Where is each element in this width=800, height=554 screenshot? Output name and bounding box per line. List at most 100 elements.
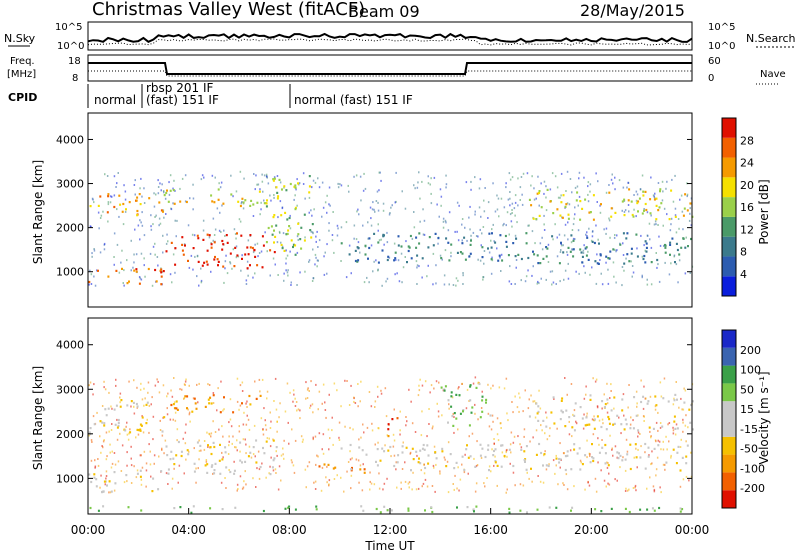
range-cell — [670, 189, 673, 192]
speckle-cell — [381, 284, 383, 287]
speckle-cell — [520, 279, 522, 282]
speckle-cell — [430, 192, 432, 195]
speckle-cell — [150, 403, 152, 406]
speckle-cell — [252, 276, 254, 279]
range-cell — [440, 386, 443, 389]
speckle-cell — [556, 427, 558, 430]
range-cell — [179, 200, 182, 203]
speckle-cell — [682, 408, 685, 411]
speckle-cell — [369, 471, 371, 474]
range-cell — [497, 259, 500, 262]
speckle-cell — [130, 269, 132, 272]
speckle-cell — [218, 229, 221, 232]
speckle-cell — [379, 171, 381, 174]
speckle-cell — [660, 491, 662, 494]
range-cell — [650, 261, 653, 264]
speckle-cell — [367, 221, 369, 224]
speckle-cell — [333, 251, 335, 254]
range-cell — [409, 234, 412, 238]
speckle-cell — [585, 393, 587, 396]
speckle-cell — [257, 183, 260, 186]
speckle-cell — [256, 183, 258, 186]
range-cell — [196, 441, 199, 444]
speckle-cell — [493, 442, 495, 445]
speckle-cell — [359, 251, 361, 254]
speckle-cell — [416, 264, 419, 267]
speckle-cell — [176, 219, 178, 222]
speckle-cell — [577, 229, 580, 232]
speckle-cell — [133, 405, 135, 408]
speckle-cell — [511, 202, 514, 205]
speckle-cell — [116, 438, 119, 441]
speckle-cell — [176, 439, 178, 442]
range-cell — [211, 464, 214, 467]
range-cell — [297, 182, 299, 185]
range-cell — [121, 210, 124, 213]
range-cell — [107, 407, 110, 410]
speckle-cell — [322, 433, 325, 436]
range-cell — [469, 399, 472, 402]
speckle-cell — [533, 187, 535, 190]
range-cell — [283, 185, 286, 188]
speckle-cell — [108, 430, 110, 433]
speckle-cell — [161, 448, 163, 451]
range-cell — [628, 188, 631, 191]
speckle-cell — [300, 435, 303, 438]
speckle-cell — [161, 270, 163, 273]
speckle-cell — [241, 254, 243, 257]
range-cell — [679, 507, 682, 510]
speckle-cell — [435, 380, 438, 383]
speckle-cell — [437, 415, 440, 418]
range-cell — [567, 246, 570, 249]
speckle-cell — [595, 224, 597, 227]
range-cell — [229, 252, 232, 255]
range-cell — [145, 422, 148, 425]
speckle-cell — [539, 242, 542, 245]
speckle-cell — [606, 382, 608, 385]
range-cell — [542, 257, 545, 260]
speckle-cell — [458, 386, 460, 389]
speckle-cell — [552, 281, 555, 284]
range-cell — [691, 428, 694, 431]
range-cell — [363, 468, 366, 471]
speckle-cell — [586, 231, 588, 234]
range-cell — [589, 394, 592, 397]
speckle-cell — [108, 491, 110, 494]
speckle-cell — [574, 213, 576, 216]
speckle-cell — [439, 472, 441, 475]
range-cell — [524, 460, 526, 463]
range-cell — [566, 450, 569, 453]
speckle-cell — [560, 243, 562, 245]
colorbar-tick-label: 8 — [740, 246, 747, 259]
speckle-cell — [373, 483, 376, 486]
speckle-cell — [140, 478, 143, 481]
speckle-cell — [315, 240, 317, 243]
range-cell — [487, 448, 490, 451]
speckle-cell — [140, 278, 143, 281]
speckle-cell — [454, 474, 456, 477]
speckle-cell — [161, 183, 163, 186]
speckle-cell — [104, 388, 107, 391]
speckle-cell — [173, 179, 175, 182]
range-cell — [598, 242, 600, 245]
range-cell — [643, 254, 646, 258]
speckle-cell — [138, 276, 141, 278]
range-cell — [421, 257, 424, 260]
speckle-cell — [93, 249, 96, 252]
speckle-cell — [568, 433, 571, 436]
colorbar-tick-label: 20 — [740, 179, 754, 192]
speckle-cell — [162, 209, 165, 212]
speckle-cell — [203, 440, 206, 442]
speckle-cell — [417, 487, 420, 490]
x-tick-label: 08:00 — [272, 523, 307, 537]
range-cell — [393, 464, 396, 468]
speckle-cell — [153, 192, 155, 195]
speckle-cell — [452, 413, 454, 415]
speckle-cell — [380, 238, 382, 241]
range-cell — [488, 232, 491, 235]
speckle-cell — [466, 388, 469, 391]
range-cell — [210, 194, 213, 197]
colorbar-tick-label: 50 — [740, 383, 754, 396]
speckle-cell — [430, 202, 433, 205]
x-tick-label: 16:00 — [473, 523, 508, 537]
